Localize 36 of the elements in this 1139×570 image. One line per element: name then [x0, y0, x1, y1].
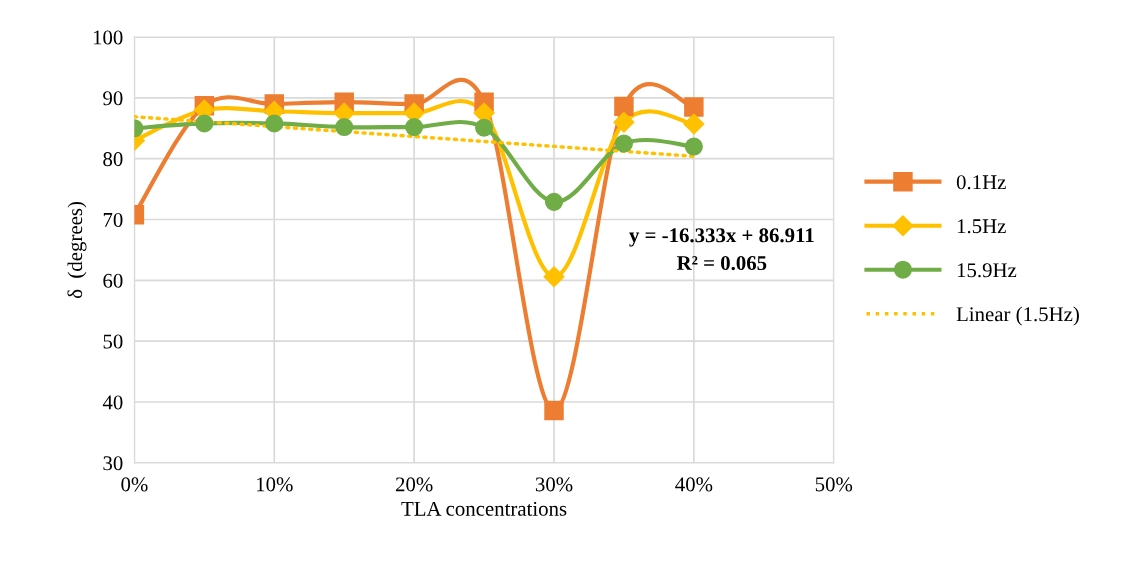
point — [544, 192, 564, 211]
y-tick-label: 70 — [103, 212, 123, 227]
x-tick-label: 50% — [815, 477, 853, 492]
legend-label: 0.1Hz — [956, 175, 1006, 190]
y-tick-label: 90 — [103, 91, 123, 106]
point — [544, 400, 564, 421]
point — [613, 111, 635, 133]
point — [265, 114, 284, 133]
point — [195, 114, 214, 133]
point — [475, 118, 494, 137]
x-tick-label: 0% — [121, 477, 148, 492]
point — [405, 118, 424, 137]
y-tick-label: 100 — [93, 30, 123, 45]
annotation: R² = 0.065 — [676, 256, 767, 271]
x-tick-label: 20% — [395, 477, 433, 492]
y-tick-label: 80 — [103, 152, 123, 167]
legend-label: Linear (1.5Hz) — [956, 306, 1079, 326]
annotation: y = -16.333x + 86.911 — [629, 228, 814, 247]
point — [335, 118, 354, 137]
point — [543, 266, 565, 288]
point — [684, 97, 704, 117]
y-tick-label: 30 — [103, 456, 123, 471]
x-tick-label: 30% — [535, 477, 573, 492]
legend-label: 1.5Hz — [957, 219, 1006, 234]
y-tick-label: 50 — [103, 334, 123, 349]
y-tick-label: 60 — [103, 273, 123, 288]
point — [614, 96, 634, 117]
point — [614, 134, 633, 153]
legend-label: 15.9Hz — [957, 263, 1017, 278]
x-tick-label: 10% — [257, 477, 293, 492]
point — [683, 113, 705, 135]
x-axis-title: TLA concentrations — [401, 501, 567, 516]
point — [684, 137, 703, 156]
y-tick-label: 40 — [102, 395, 123, 410]
y-axis-title: δ (degrees) — [67, 202, 87, 299]
x-tick-label: 40% — [675, 477, 713, 492]
